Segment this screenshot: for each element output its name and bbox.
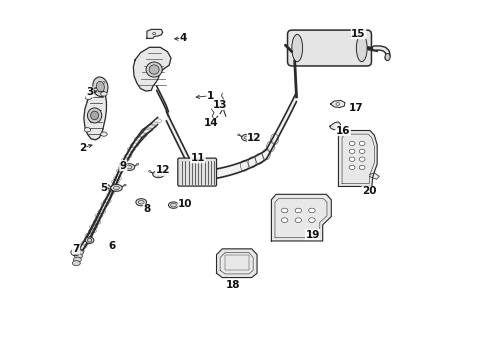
Ellipse shape [146,62,162,77]
Text: 14: 14 [204,118,218,128]
Polygon shape [216,249,257,278]
Ellipse shape [384,53,389,60]
Text: 18: 18 [225,280,240,290]
Polygon shape [133,47,171,91]
Text: 4: 4 [180,33,187,43]
Polygon shape [368,173,379,179]
Ellipse shape [76,250,83,255]
Polygon shape [147,30,163,39]
Polygon shape [330,100,344,108]
Text: 13: 13 [212,100,227,110]
Ellipse shape [348,141,354,145]
Text: 20: 20 [361,186,376,197]
Ellipse shape [102,82,105,84]
Text: 8: 8 [143,204,150,215]
Ellipse shape [148,171,151,172]
Ellipse shape [85,237,94,243]
Ellipse shape [348,165,354,170]
Ellipse shape [119,163,122,165]
Ellipse shape [74,253,82,258]
Ellipse shape [73,257,81,262]
Ellipse shape [136,199,146,206]
Ellipse shape [152,171,164,178]
Ellipse shape [165,171,168,172]
Text: 15: 15 [350,29,365,39]
Ellipse shape [136,163,139,165]
Text: 2: 2 [79,143,86,153]
Ellipse shape [85,95,92,100]
Polygon shape [271,194,330,241]
Ellipse shape [72,261,80,266]
Ellipse shape [101,92,107,96]
Ellipse shape [281,208,287,213]
Ellipse shape [149,65,159,74]
Ellipse shape [254,134,257,136]
Ellipse shape [123,184,126,186]
Ellipse shape [220,107,225,110]
Ellipse shape [294,208,301,213]
Ellipse shape [168,202,178,208]
FancyBboxPatch shape [178,158,216,186]
Polygon shape [338,131,376,186]
Ellipse shape [308,218,314,222]
Text: 19: 19 [305,230,319,239]
Ellipse shape [123,164,135,171]
Polygon shape [83,87,106,140]
Ellipse shape [90,111,99,120]
Ellipse shape [106,184,109,186]
Ellipse shape [294,218,301,222]
Ellipse shape [96,81,104,92]
Ellipse shape [359,149,364,153]
Text: 17: 17 [347,103,362,113]
Ellipse shape [359,141,364,145]
Ellipse shape [356,35,366,62]
Ellipse shape [348,157,354,161]
Ellipse shape [93,77,108,96]
Bar [224,255,248,270]
Ellipse shape [101,132,107,136]
Text: 12: 12 [155,165,170,175]
Ellipse shape [96,90,99,92]
Text: 6: 6 [108,241,115,251]
Text: 11: 11 [190,153,204,163]
Ellipse shape [71,249,80,256]
Ellipse shape [211,119,216,123]
Text: 16: 16 [335,126,349,135]
Ellipse shape [73,251,77,254]
Text: 5: 5 [100,183,107,193]
Ellipse shape [359,165,364,170]
Text: 3: 3 [86,87,93,97]
Ellipse shape [237,134,240,136]
Ellipse shape [152,33,155,35]
Text: 9: 9 [120,161,126,171]
Ellipse shape [308,208,314,213]
Ellipse shape [348,149,354,153]
Ellipse shape [87,108,102,123]
Ellipse shape [359,157,364,161]
Ellipse shape [110,184,122,191]
Text: 1: 1 [206,91,214,101]
Text: 10: 10 [178,199,192,210]
Text: 12: 12 [247,133,261,143]
FancyBboxPatch shape [287,30,371,66]
Ellipse shape [281,218,287,222]
Ellipse shape [84,128,90,132]
Text: 7: 7 [72,244,80,254]
Polygon shape [329,122,340,130]
Ellipse shape [241,134,253,141]
Ellipse shape [291,35,302,62]
